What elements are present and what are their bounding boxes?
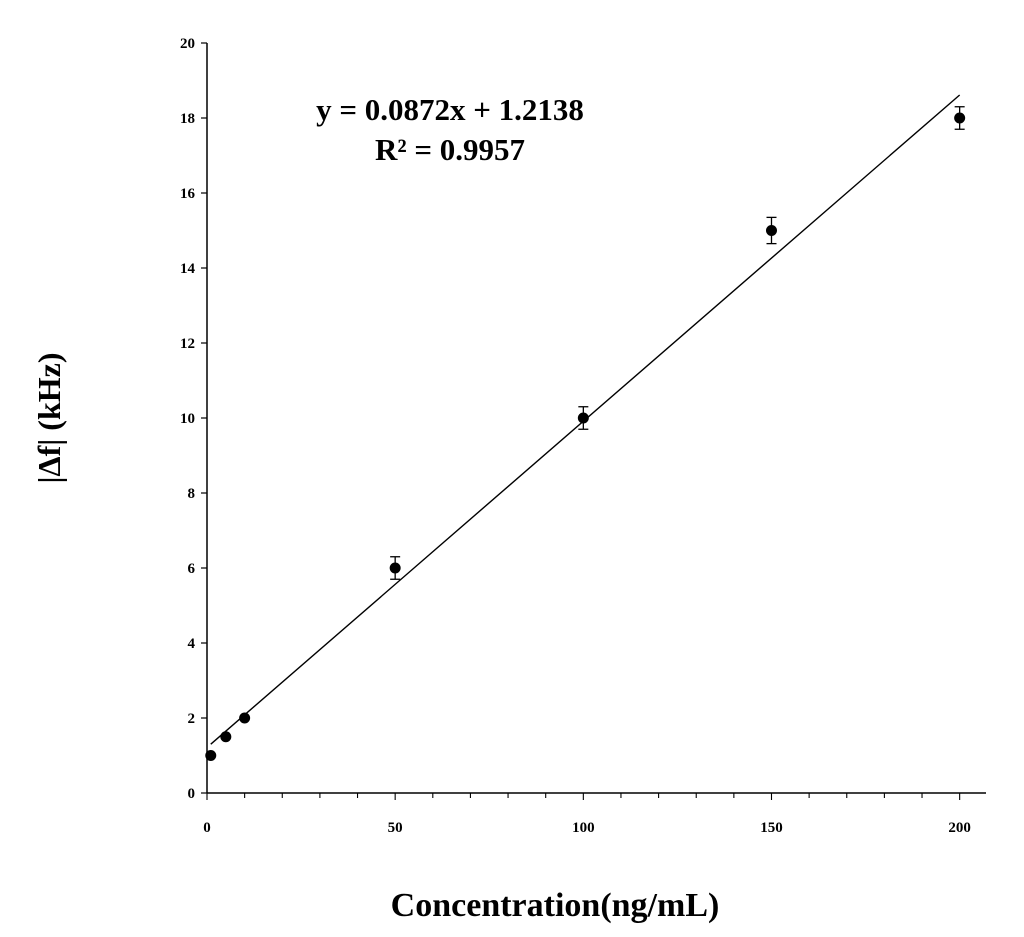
y-tick-label: 16 — [180, 186, 196, 202]
ticks — [201, 42, 961, 800]
data-point — [389, 562, 401, 574]
y-tick-label: 2 — [188, 711, 196, 727]
y-tick-label: 12 — [180, 336, 195, 352]
axes — [206, 43, 986, 794]
x-tick-label: 150 — [760, 820, 783, 836]
y-axis-title: |Δf| (kHz) — [31, 352, 67, 483]
y-tick-label: 20 — [180, 36, 195, 52]
x-tick-label: 50 — [388, 820, 403, 836]
data-point — [765, 225, 777, 236]
x-tick-label: 0 — [203, 820, 211, 836]
data-points — [205, 106, 966, 761]
y-tick-label: 14 — [180, 261, 196, 277]
data-point — [577, 412, 589, 424]
y-tick-label: 8 — [188, 486, 196, 502]
data-point — [205, 750, 217, 761]
y-tick-label: 6 — [188, 561, 196, 577]
data-point — [220, 731, 232, 743]
r-squared-label: R² = 0.9957 — [375, 132, 525, 167]
data-point — [239, 712, 251, 724]
y-tick-label: 10 — [180, 411, 195, 427]
equation-label: y = 0.0872x + 1.2138 — [316, 92, 584, 127]
x-tick-label: 200 — [948, 820, 971, 836]
y-tick-label: 18 — [180, 111, 195, 127]
data-point — [954, 112, 966, 124]
x-tick-label: 100 — [572, 820, 595, 836]
y-tick-label: 0 — [188, 786, 196, 802]
y-tick-label: 4 — [188, 636, 196, 652]
x-axis-title: Concentration(ng/mL) — [391, 887, 720, 924]
